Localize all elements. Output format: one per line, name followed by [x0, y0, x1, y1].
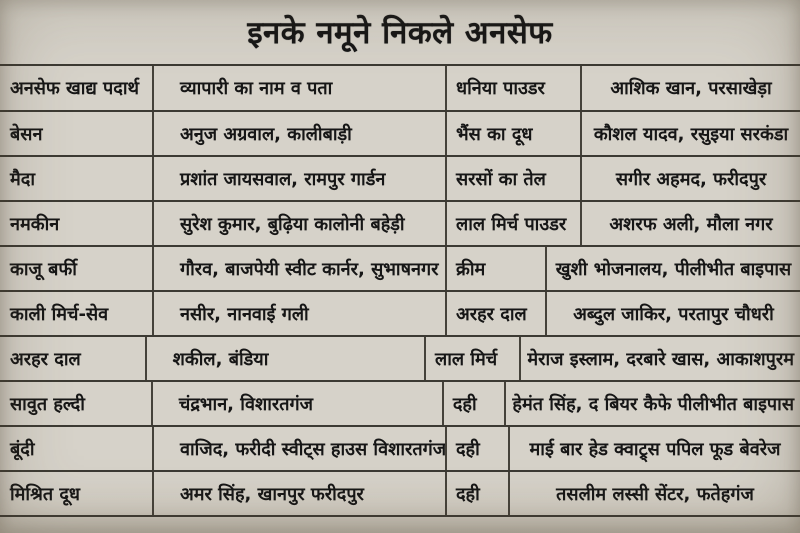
trader-right-cell: खुशी भोजनालय, पीलीभीत बाइपास	[545, 247, 800, 290]
unsafe-item-right-cell: भैंस का दूध	[445, 112, 580, 155]
unsafe-item-right-cell: धनिया पाउडर	[445, 66, 580, 110]
trader-right-cell: कौशल यादव, रसुइया सरकंडा	[580, 112, 800, 155]
unsafe-item-right-cell: अरहर दाल	[445, 292, 545, 335]
table-row: बूंदी वाजिद, फरीदी स्वीट्स हाउस विशारतगं…	[0, 427, 800, 472]
trader-left-cell: अनुज अग्रवाल, कालीबाड़ी	[152, 112, 445, 155]
trader-left-header: व्यापारी का नाम व पता	[152, 66, 445, 110]
trader-right-cell: तसलीम लस्सी सेंटर, फतेहगंज	[508, 472, 800, 515]
trader-left-cell: नसीर, नानवाई गली	[152, 292, 445, 335]
table-row: काली मिर्च-सेव नसीर, नानवाई गली अरहर दाल…	[0, 292, 800, 337]
unsafe-samples-table: अनसेफ खाद्य पदार्थ व्यापारी का नाम व पता…	[0, 64, 800, 517]
trader-right-cell: मेराज इस्लाम, दरबारे खास, आकाशपुरम	[519, 337, 800, 380]
unsafe-item-left-cell: अरहर दाल	[10, 348, 81, 370]
unsafe-item-left-header: अनसेफ खाद्य पदार्थ	[10, 78, 139, 99]
table-row: अनसेफ खाद्य पदार्थ व्यापारी का नाम व पता…	[0, 66, 800, 112]
trader-right-cell: आशिक खान, परसाखेड़ा	[580, 66, 800, 110]
trader-right-cell: अशरफ अली, मौला नगर	[580, 202, 800, 245]
unsafe-item-left-cell: मैदा	[10, 168, 35, 190]
trader-right-cell: हेमंत सिंह, द बियर कैफे पीलीभीत बाइपास	[504, 382, 800, 425]
unsafe-item-left-cell: काली मिर्च-सेव	[10, 303, 109, 325]
unsafe-item-left-cell: काजू बर्फी	[10, 258, 77, 280]
unsafe-item-right-cell: दही	[445, 472, 508, 515]
trader-left-cell: गौरव, बाजपेयी स्वीट कार्नर, सुभाषनगर	[152, 247, 445, 290]
table-row: मिश्रित दूध अमर सिंह, खानपुर फरीदपुर दही…	[0, 472, 800, 517]
trader-left-cell: अमर सिंह, खानपुर फरीदपुर	[152, 472, 445, 515]
unsafe-item-right-cell: दही	[441, 382, 505, 425]
trader-right-cell: सगीर अहमद, फरीदपुर	[580, 157, 800, 200]
unsafe-item-right-cell: लाल मिर्च पाउडर	[445, 202, 580, 245]
trader-left-cell: सुरेश कुमार, बुढ़िया कालोनी बहेड़ी	[152, 202, 445, 245]
unsafe-item-right-cell: दही	[445, 427, 508, 470]
unsafe-item-left-cell: सावुत हल्दी	[10, 393, 85, 415]
table-row: बेसन अनुज अग्रवाल, कालीबाड़ी भैंस का दूध…	[0, 112, 800, 157]
trader-left-cell: शकील, बंडिया	[144, 337, 424, 380]
page-title: इनके नमूने निकले अनसेफ	[247, 15, 553, 51]
table-row: अरहर दाल शकील, बंडिया लाल मिर्च मेराज इस…	[0, 337, 800, 382]
table-row: सावुत हल्दी चंद्रभान, विशारतगंज दही हेमं…	[0, 382, 800, 427]
trader-right-cell: अब्दुल जाकिर, परतापुर चौधरी	[545, 292, 800, 335]
trader-right-cell: माई बार हेड क्वाट्र्स पपिल फूड बेवरेज	[508, 427, 800, 470]
unsafe-item-right-cell: सरसों का तेल	[445, 157, 580, 200]
trader-left-cell: वाजिद, फरीदी स्वीट्स हाउस विशारतगंज	[152, 427, 446, 470]
unsafe-item-right-cell: क्रीम	[445, 247, 545, 290]
table-row: नमकीन सुरेश कुमार, बुढ़िया कालोनी बहेड़ी…	[0, 202, 800, 247]
table-row: काजू बर्फी गौरव, बाजपेयी स्वीट कार्नर, स…	[0, 247, 800, 292]
unsafe-item-left-cell: मिश्रित दूध	[10, 483, 80, 505]
unsafe-item-left-cell: नमकीन	[10, 213, 60, 235]
unsafe-item-right-cell: लाल मिर्च	[423, 337, 519, 380]
trader-left-cell: प्रशांत जायसवाल, रामपुर गार्डन	[152, 157, 445, 200]
unsafe-item-left-cell: बूंदी	[10, 438, 35, 460]
table-row: मैदा प्रशांत जायसवाल, रामपुर गार्डन सरसो…	[0, 157, 800, 202]
trader-left-cell: चंद्रभान, विशारतगंज	[150, 382, 442, 425]
unsafe-item-left-cell: बेसन	[10, 123, 43, 145]
